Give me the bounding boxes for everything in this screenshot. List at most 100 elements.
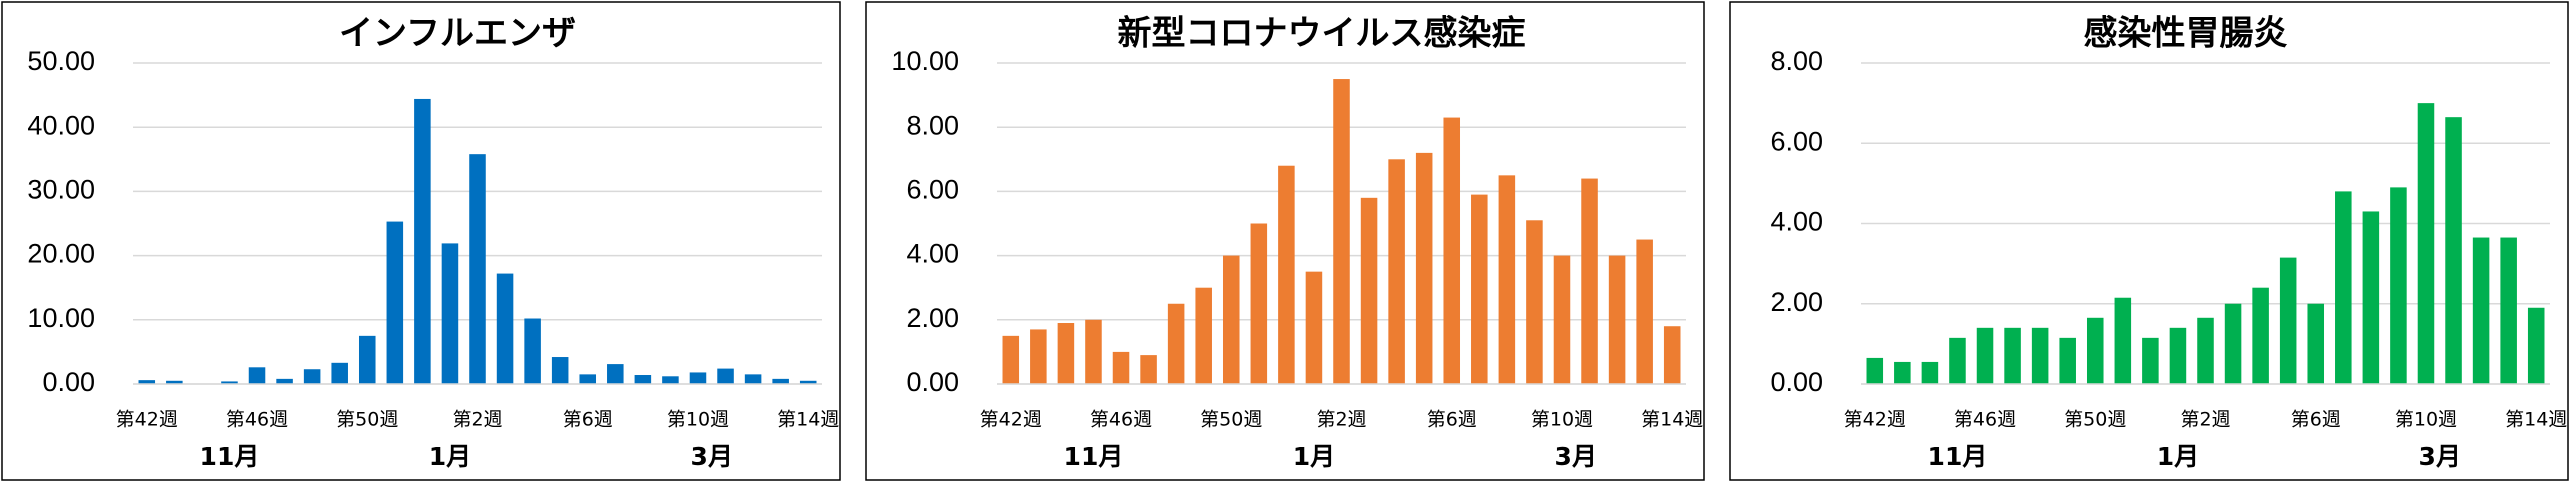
bar [551,357,569,384]
y-tick-label: 6.00 [1770,126,1823,156]
x-tick-label: 第42週 [980,409,1042,431]
bar [1333,79,1350,385]
bar [1471,194,1488,384]
month-label: 3月 [691,442,733,471]
bar [1949,337,1966,384]
y-tick-label: 50.00 [27,46,95,76]
x-tick-label: 第14週 [2505,409,2567,431]
bar [1976,327,1994,384]
bar [1250,223,1268,384]
y-tick-label: 6.00 [906,175,959,205]
chart-panel: 新型コロナウイルス感染症 0.00 2.00 4.00 6.00 8.00 10.00 第42… [865,1,1705,481]
bar [607,364,624,384]
bar [2114,297,2132,384]
y-tick-label: 2.00 [1770,287,1823,317]
bar [1581,178,1598,384]
month-label: 11月 [1928,442,1988,471]
x-tick-label: 第14週 [1641,409,1703,431]
y-tick-label: 4.00 [906,239,959,269]
bar [441,243,459,384]
bar [2390,187,2407,384]
y-tick-label: 0.00 [906,367,959,397]
bar [414,98,431,385]
bar [1553,255,1571,384]
bar [1195,287,1212,384]
bar [1636,239,1653,384]
bar [1002,335,1020,384]
bar [166,380,183,384]
bar [524,318,541,384]
chart-title: 新型コロナウイルス感染症 [1118,14,1526,54]
month-label: 1月 [429,442,471,471]
bar [2059,337,2076,384]
bar [496,273,514,384]
x-tick-label: 第42週 [1844,409,1906,431]
bar [2252,287,2269,384]
x-tick-label: 第50週 [2064,409,2126,431]
x-tick-label: 第50週 [336,409,398,431]
bar [1663,326,1681,384]
y-tick-label: 2.00 [906,303,959,333]
y-tick-label: 30.00 [27,175,95,205]
y-tick-label: 10.00 [27,303,95,333]
bar [1415,152,1433,384]
y-tick-label: 8.00 [1770,46,1823,76]
x-tick-label: 第10週 [1531,409,1593,431]
bar [744,374,762,384]
y-tick-label: 20.00 [27,239,95,269]
bar [2362,211,2380,384]
bar [1608,255,1626,384]
bar [1388,159,1405,384]
bar [1085,319,1102,384]
bar [1360,197,1378,384]
bar [358,335,376,384]
bar [1526,220,1543,384]
bar [2500,237,2517,384]
bar [772,378,789,384]
bar [331,362,348,384]
bar [1222,255,1240,384]
bar [1498,175,1516,384]
bar [2472,237,2490,384]
bar [303,369,321,384]
month-label: 1月 [1293,442,1335,471]
x-tick-label: 第46週 [1954,409,2016,431]
chart-title: インフルエンザ [339,14,576,54]
x-tick-label: 第2週 [2180,409,2230,431]
x-tick-label: 第10週 [2395,409,2457,431]
x-tick-label: 第6週 [2291,409,2341,431]
bar [2335,191,2352,384]
x-tick-label: 第14週 [777,409,839,431]
month-label: 11月 [1064,442,1124,471]
bar [2307,303,2325,384]
bar [1866,357,1884,384]
bar [799,380,817,384]
bar [1167,303,1185,384]
bar [2445,117,2462,384]
x-tick-label: 第6週 [1427,409,1477,431]
x-tick-label: 第46週 [1090,409,1152,431]
bar [2417,103,2435,384]
x-tick-label: 第10週 [667,409,729,431]
chart-panel: インフルエンザ 0.00 10.00 20.00 30.00 40.00 50.00 第42週… [1,1,841,481]
bar [717,368,734,384]
bar [138,380,156,384]
y-tick-label: 0.00 [42,367,95,397]
bar [1278,165,1295,384]
bar [689,372,707,384]
bar [1057,323,1075,384]
chart-title: 感染性胃腸炎 [2084,14,2288,54]
bar [2224,303,2242,384]
month-label: 11月 [200,442,260,471]
x-tick-label: 第46週 [226,409,288,431]
bar [1030,329,1047,384]
x-tick-label: 第6週 [563,409,613,431]
x-tick-label: 第2週 [1316,409,1366,431]
bar [2086,317,2104,384]
month-label: 3月 [2419,442,2461,471]
bar [1921,361,1939,384]
y-tick-label: 0.00 [1770,367,1823,397]
chart-panel: 感染性胃腸炎 0.00 2.00 4.00 6.00 8.00 第42週 第46週 第50週 第2… [1729,1,2569,481]
bar [2197,317,2214,384]
